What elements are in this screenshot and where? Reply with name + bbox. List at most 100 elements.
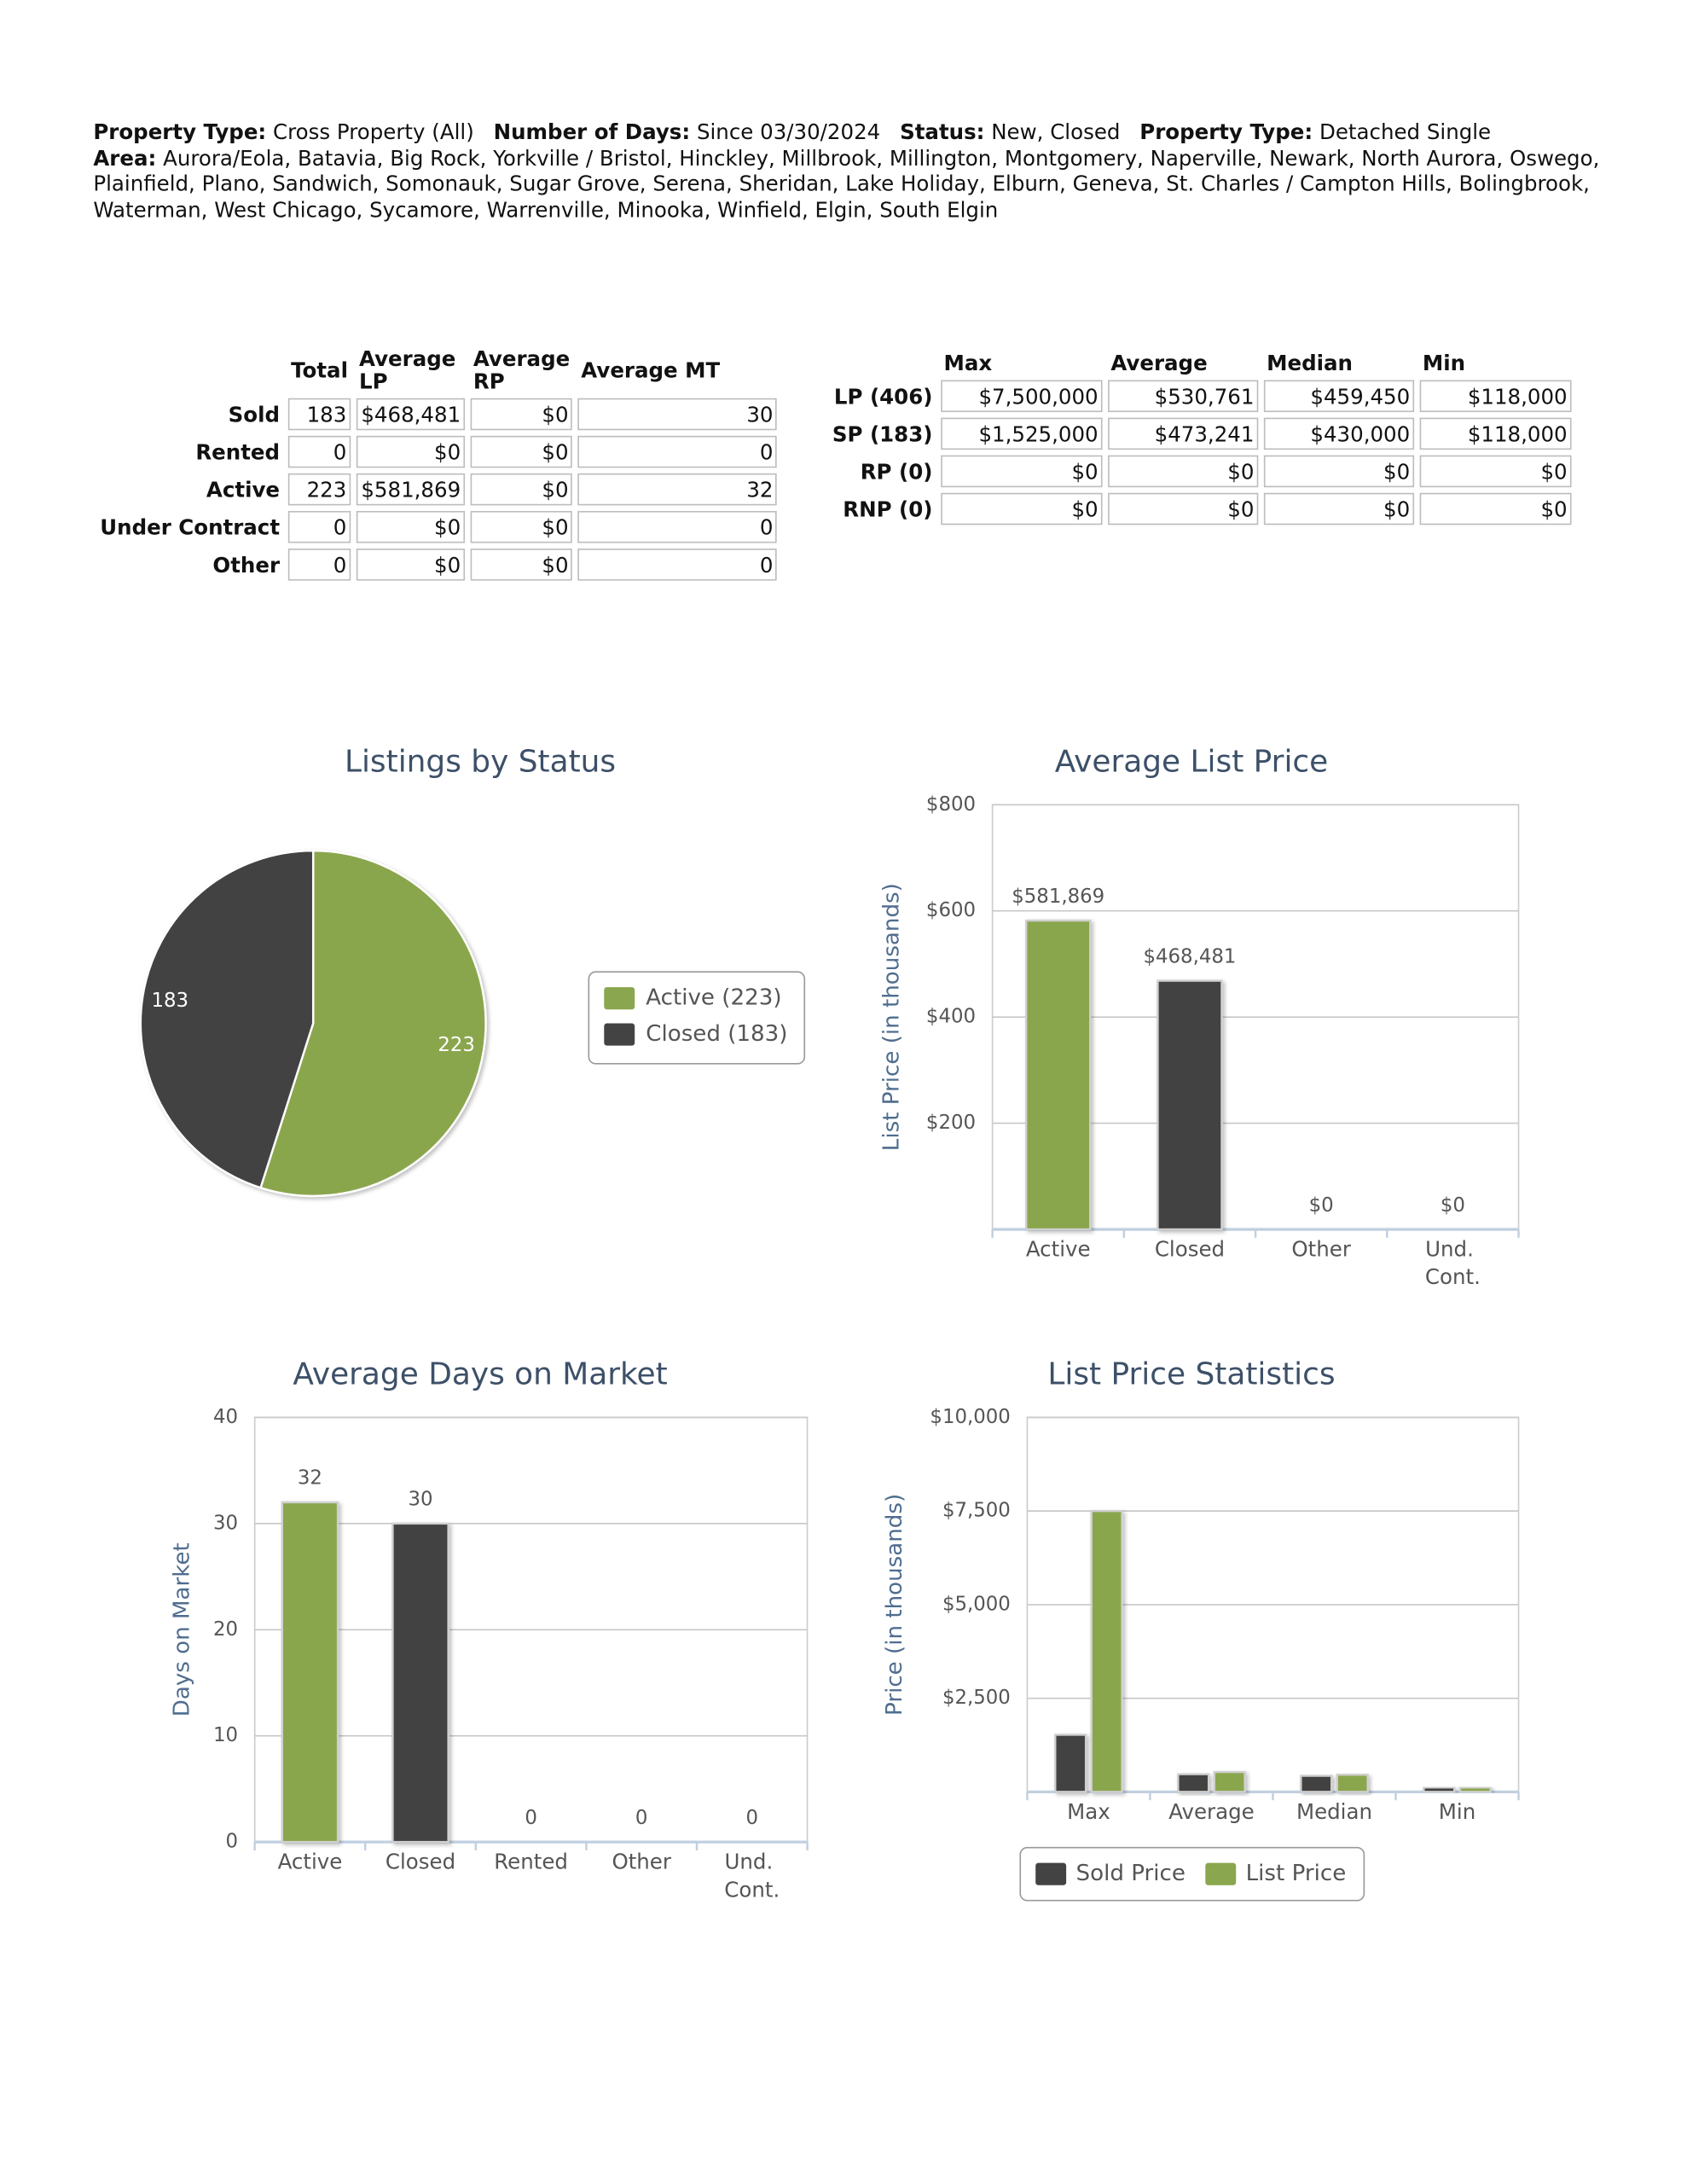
criterion: Property Type: Cross Property (All) xyxy=(93,119,473,144)
row-header: RP (0) xyxy=(860,458,933,485)
row-header: Sold xyxy=(228,401,281,427)
x-tick-label: Other xyxy=(1291,1237,1351,1262)
table-row: SP (183) $1,525,000 $473,241 $430,000 $118,0… xyxy=(821,417,1572,450)
y-tick-label: $7,500 xyxy=(942,1500,1011,1522)
criterion: Status: New, Closed xyxy=(900,119,1120,144)
bar xyxy=(1300,1774,1333,1793)
bar xyxy=(1423,1786,1456,1793)
table-cell: $0 xyxy=(1263,492,1415,526)
chart-title: Listings by Status xyxy=(345,744,616,779)
value-label: $0 xyxy=(1441,1194,1465,1217)
bar xyxy=(281,1501,339,1844)
table-cell: $0 xyxy=(356,549,466,581)
table-cell: $0 xyxy=(941,492,1103,526)
table-cell: $0 xyxy=(470,549,573,581)
value-label: 0 xyxy=(635,1807,648,1829)
criterion-value: Cross Property (All) xyxy=(273,119,474,145)
table-row: RNP (0) $0 $0 $0 $0 xyxy=(821,492,1572,526)
row-header: Active xyxy=(206,476,281,502)
y-axis-title: Days on Market xyxy=(169,1542,194,1716)
y-tick-label: 30 xyxy=(213,1512,238,1534)
table-row: LP (406) $7,500,000 $530,761 $459,450 $118,0… xyxy=(821,380,1572,413)
column-header: Median xyxy=(1267,351,1353,376)
column-header: Average LP xyxy=(359,346,456,394)
y-tick-label: $600 xyxy=(926,899,976,921)
table-cell: 0 xyxy=(578,549,778,581)
bar xyxy=(1024,919,1092,1231)
row-header: RNP (0) xyxy=(843,496,933,522)
bar xyxy=(1054,1734,1087,1793)
chart-title: Average Days on Market xyxy=(293,1356,667,1391)
table-row: Active 223 $581,869 $0 32 xyxy=(93,473,778,506)
table-cell: $0 xyxy=(356,435,466,468)
area-label: Area: xyxy=(93,145,157,171)
row-header: Other xyxy=(212,552,281,578)
table-cell: $118,000 xyxy=(1419,380,1572,413)
column-header: Max xyxy=(943,351,993,376)
table-cell: $581,869 xyxy=(356,473,466,506)
criterion-label: Status: xyxy=(900,119,985,145)
table-cell: 0 xyxy=(287,435,351,468)
bar xyxy=(391,1522,449,1844)
table-cell: $1,525,000 xyxy=(941,417,1103,450)
table-row: Rented 0 $0 $0 0 xyxy=(93,435,778,468)
criterion-label: Property Type: xyxy=(1139,119,1313,145)
x-tick-label: Und. Cont. xyxy=(724,1850,780,1902)
column-header: Total xyxy=(291,357,348,383)
x-tick-label: Active xyxy=(1026,1237,1091,1262)
chart-title: Average List Price xyxy=(1055,744,1329,779)
criterion-label: Property Type: xyxy=(93,119,267,145)
row-header: SP (183) xyxy=(832,421,933,447)
y-tick-label: 20 xyxy=(213,1618,238,1641)
pie-slice xyxy=(259,849,487,1198)
criterion-value: New, Closed xyxy=(991,119,1121,145)
legend-swatch xyxy=(1205,1862,1237,1885)
row-header: Under Contract xyxy=(100,514,281,540)
value-label: $0 xyxy=(1309,1194,1334,1217)
pie-slice xyxy=(139,849,315,1189)
bar xyxy=(1336,1773,1369,1793)
criterion: Property Type: Detached Single xyxy=(1139,119,1491,144)
area-value: Aurora/Eola, Batavia, Big Rock, Yorkvill… xyxy=(93,145,1600,224)
y-axis-title: Price (in thousands) xyxy=(882,1494,907,1716)
legend-label: Active (223) xyxy=(646,985,781,1011)
x-tick-label: Min xyxy=(1439,1799,1475,1824)
value-label: $468,481 xyxy=(1143,945,1236,967)
table-cell: 32 xyxy=(578,473,778,506)
table-cell: 183 xyxy=(287,398,351,431)
y-tick-label: 10 xyxy=(213,1724,238,1746)
table-cell: 0 xyxy=(287,510,351,543)
summary-table: Total Average LP Average RP Average MT Sold 1… xyxy=(88,342,783,586)
table-row: Sold 183 $468,481 $0 30 xyxy=(93,398,778,431)
table-cell: $0 xyxy=(1108,455,1259,488)
table-cell: 223 xyxy=(287,473,351,506)
criterion-label: Number of Days: xyxy=(493,119,691,145)
chart-title: List Price Statistics xyxy=(1047,1356,1335,1391)
legend-label: Sold Price xyxy=(1076,1861,1186,1886)
table-cell: 0 xyxy=(287,549,351,581)
y-tick-label: 40 xyxy=(213,1406,238,1428)
y-tick-label: 0 xyxy=(226,1831,239,1853)
row-header: LP (406) xyxy=(833,383,933,409)
table-cell: $118,000 xyxy=(1419,417,1572,450)
price-table: Max Average Median Min LP (406) $7,500,000 $53… xyxy=(815,346,1577,530)
value-label: 0 xyxy=(746,1807,759,1829)
value-label: 32 xyxy=(298,1467,322,1490)
value-label: 0 xyxy=(525,1807,537,1829)
x-tick-label: Active xyxy=(278,1850,343,1874)
table-cell: $473,241 xyxy=(1108,417,1259,450)
criterion-value: Detached Single xyxy=(1319,119,1492,145)
report-criteria: Property Type: Cross Property (All) Numbe… xyxy=(93,119,1603,224)
table-cell: $0 xyxy=(1419,492,1572,526)
x-tick-label: Average xyxy=(1168,1799,1254,1824)
y-tick-label: $2,500 xyxy=(942,1687,1011,1709)
table-cell: $0 xyxy=(470,510,573,543)
legend-swatch xyxy=(604,1023,635,1046)
header-row: Total Average LP Average RP Average MT xyxy=(93,348,777,392)
row-header: Rented xyxy=(195,439,281,465)
column-header: Average xyxy=(1110,351,1208,376)
table-cell: $459,450 xyxy=(1263,380,1415,413)
